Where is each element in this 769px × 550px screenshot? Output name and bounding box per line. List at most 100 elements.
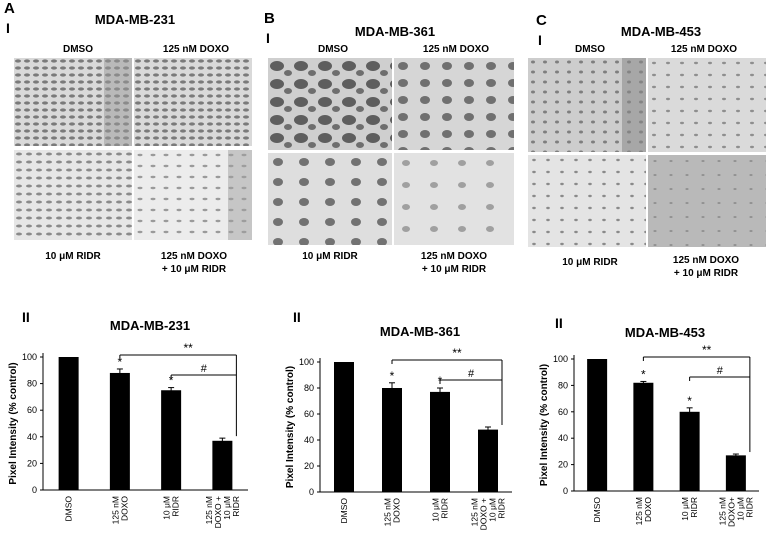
label-ridr-c: 10 μM RIDR — [562, 257, 618, 268]
significance-star: * — [641, 367, 646, 381]
bar — [633, 382, 654, 491]
section-roman-b1: I — [266, 30, 270, 46]
label-combo-a-2: + 10 μM RIDR — [161, 264, 227, 275]
label-doxo-b: 125 nM DOXO — [422, 44, 490, 55]
significance-star: * — [390, 369, 395, 383]
micrograph-a-doxo — [134, 58, 252, 146]
label-combo-b-1: 125 nM DOXO — [420, 251, 488, 262]
x-tick-label: 10 μM — [431, 498, 441, 522]
x-tick-label: RIDR — [497, 498, 507, 519]
y-tick-label: 0 — [32, 485, 37, 495]
bar — [478, 429, 498, 492]
micrograph-c-dmso — [528, 58, 646, 152]
micrograph-b-dmso — [268, 58, 392, 150]
y-tick-label: 20 — [558, 460, 568, 470]
y-tick-label: 80 — [304, 383, 314, 393]
y-tick-label: 100 — [553, 354, 568, 364]
x-tick-label: DMSO — [64, 496, 74, 522]
panel-letter-a: A — [4, 0, 15, 17]
x-tick-label: RIDR — [171, 496, 181, 517]
bar — [679, 411, 700, 491]
panel-letter-c: C — [536, 12, 547, 29]
label-combo-c-1: 125 nM DOXO — [672, 255, 740, 266]
bracket-label-hash: # — [468, 368, 475, 380]
y-tick-label: 80 — [558, 380, 568, 390]
label-dmso-b: DMSO — [318, 44, 348, 55]
section-roman-c1: I — [538, 32, 542, 48]
label-doxo-a: 125 nM DOXO — [162, 44, 230, 55]
label-ridr-a: 10 μM RIDR — [45, 251, 101, 262]
section-roman-b2: II — [293, 309, 301, 325]
bar — [161, 390, 182, 490]
x-tick-label: DOXO+ — [726, 497, 736, 527]
micrograph-b-combo — [394, 153, 514, 245]
bar — [725, 455, 746, 491]
significance-star: * — [118, 355, 123, 369]
x-tick-label: 10 μM — [735, 497, 745, 521]
y-axis-label: Pixel Intensity (% control) — [285, 366, 296, 488]
bar — [212, 440, 233, 490]
x-tick-label: 10 μM — [222, 496, 232, 520]
x-tick-label: DMSO — [339, 498, 349, 524]
micrograph-c-combo — [648, 155, 766, 247]
y-tick-label: 40 — [304, 435, 314, 445]
bar — [109, 372, 130, 490]
panel-title-b: MDA-MB-361 — [354, 24, 436, 39]
x-tick-label: DMSO — [592, 497, 602, 523]
x-tick-label: 10 μM — [488, 498, 498, 522]
y-tick-label: 60 — [558, 407, 568, 417]
x-tick-label: 125 nM — [470, 498, 480, 526]
y-tick-label: 100 — [299, 357, 314, 367]
x-tick-label: DOXO — [119, 496, 129, 521]
y-tick-label: 0 — [309, 487, 314, 497]
x-tick-label: 10 μM — [162, 496, 172, 520]
x-tick-label: RIDR — [440, 498, 450, 519]
label-doxo-c: 125 nM DOXO — [670, 44, 738, 55]
label-dmso-c: DMSO — [575, 44, 605, 55]
x-tick-label: DOXO — [392, 498, 402, 523]
micrograph-a-combo — [134, 150, 252, 240]
y-tick-label: 40 — [558, 433, 568, 443]
y-tick-label: 100 — [22, 352, 37, 362]
bracket-label-double-star: ** — [452, 346, 462, 360]
x-tick-label: DOXO — [643, 497, 653, 522]
y-axis-label: Pixel Intensity (% control) — [8, 362, 19, 484]
x-tick-label: 125 nM — [204, 496, 214, 524]
x-tick-label: 125 nM — [110, 496, 120, 524]
y-tick-label: 60 — [27, 405, 37, 415]
panel-title-c: MDA-MB-453 — [620, 24, 702, 39]
y-tick-label: 40 — [27, 432, 37, 442]
bar — [430, 391, 450, 492]
micrograph-c-ridr — [528, 155, 646, 247]
bracket-label-double-star: ** — [702, 343, 712, 357]
x-tick-label: 125 nM — [634, 497, 644, 525]
micrograph-a-ridr — [14, 150, 132, 240]
chart-title: MDA-MB-453 — [625, 325, 705, 340]
y-tick-label: 20 — [304, 461, 314, 471]
label-combo-a-1: 125 nM DOXO — [160, 251, 228, 262]
micrograph-c-doxo — [648, 58, 766, 152]
label-dmso-a: DMSO — [63, 44, 93, 55]
bar — [587, 359, 608, 491]
x-tick-label: DOXO + — [213, 496, 223, 528]
bar-chart-mda-mb-361: MDA-MB-361 Pixel Intensity (% control) 0 20… — [285, 324, 512, 530]
micrograph-a-dmso — [14, 58, 132, 146]
bar-chart-mda-mb-453: MDA-MB-453 Pixel Intensity (% control) 0 20… — [539, 325, 759, 527]
y-tick-label: 80 — [27, 379, 37, 389]
x-tick-label: RIDR — [689, 497, 699, 518]
panel-title-a: MDA-MB-231 — [94, 12, 176, 27]
significance-star: * — [169, 374, 174, 388]
micrograph-b-doxo — [394, 58, 514, 150]
section-roman-c2: II — [555, 315, 563, 331]
chart-title: MDA-MB-231 — [110, 318, 190, 333]
bar — [58, 357, 79, 490]
y-tick-label: 20 — [27, 458, 37, 468]
label-combo-b-2: + 10 μM RIDR — [421, 264, 487, 275]
bar-chart-mda-mb-231: MDA-MB-231 Pixel Intensity (% control) 0 20… — [8, 318, 248, 528]
x-tick-label: DOXO + — [479, 498, 489, 530]
bar — [334, 362, 354, 492]
label-combo-c-2: + 10 μM RIDR — [673, 268, 739, 279]
x-tick-label: RIDR — [744, 497, 754, 518]
y-tick-label: 60 — [304, 409, 314, 419]
bar — [382, 388, 402, 492]
